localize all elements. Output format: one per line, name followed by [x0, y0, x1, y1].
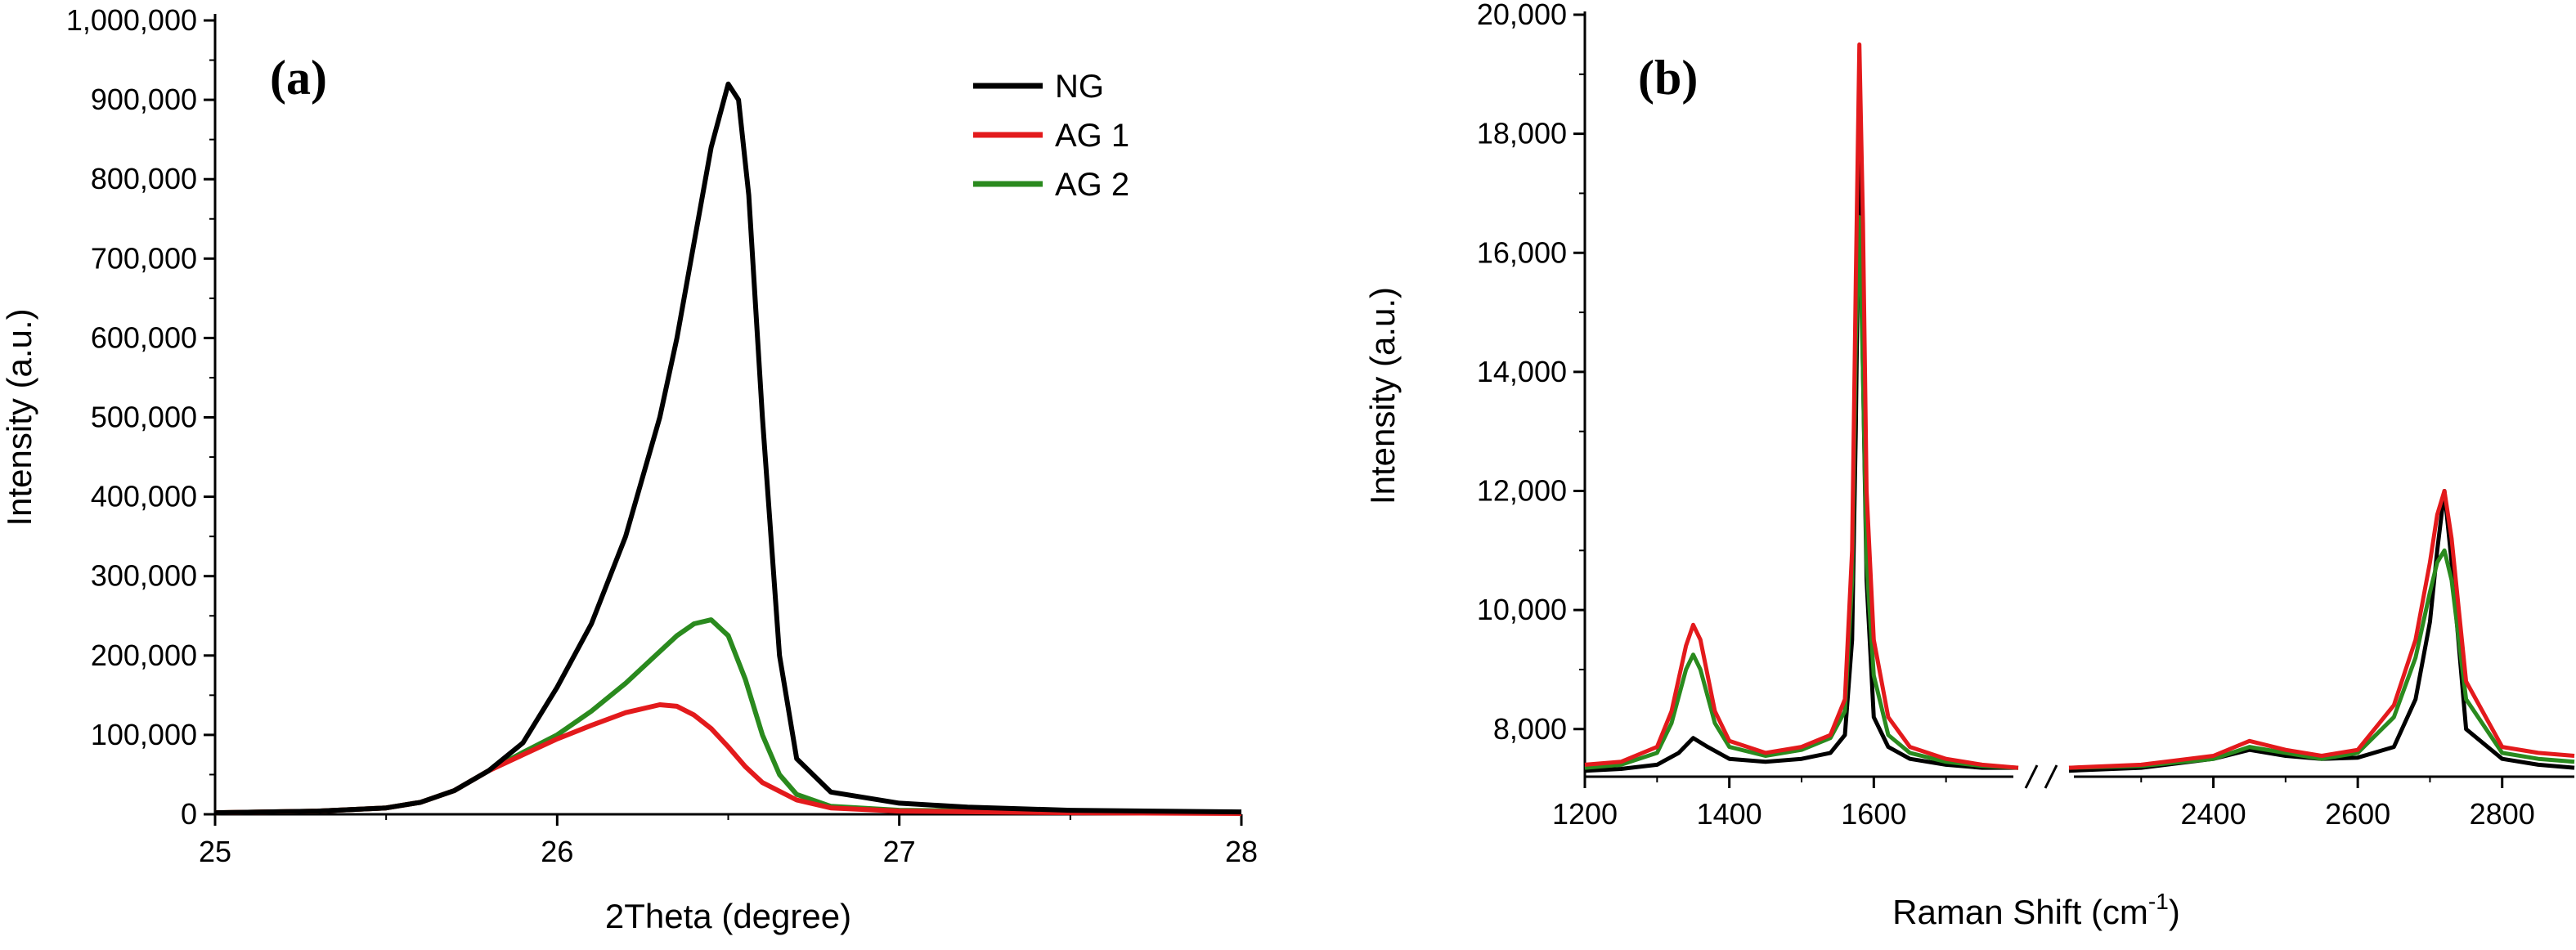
legend-entry: AG 2 — [1055, 167, 1129, 203]
x-tick-label: 2400 — [2181, 797, 2246, 831]
y-tick-label: 0 — [181, 797, 197, 831]
y-axis-label: Intensity (a.u.) — [1363, 287, 1402, 504]
y-tick-label: 10,000 — [1477, 593, 1567, 626]
axis-break-mark — [2024, 764, 2039, 789]
x-tick-label: 27 — [883, 835, 916, 868]
panel-label: (a) — [270, 51, 327, 105]
y-tick-label: 14,000 — [1477, 355, 1567, 388]
series-line-ag-1 — [1584, 42, 2019, 770]
y-tick-label: 800,000 — [91, 162, 197, 195]
y-tick-label: 1,000,000 — [66, 3, 197, 37]
y-tick-label: 12,000 — [1477, 474, 1567, 508]
y-tick-label: 18,000 — [1477, 117, 1567, 150]
legend-entry: AG 1 — [1055, 118, 1129, 154]
x-tick-label: 1200 — [1552, 797, 1618, 831]
x-axis-label: Raman Shift (cm-1) — [1892, 889, 2180, 931]
y-tick-label: 8,000 — [1493, 712, 1567, 746]
x-axis-label-end: ) — [2169, 893, 2180, 931]
series-line-ag-1 — [214, 702, 1242, 816]
x-tick-label: 1600 — [1841, 797, 1906, 831]
x-tick-label: 25 — [199, 835, 231, 868]
series-line-ag-2 — [2068, 548, 2575, 770]
panel-b-chart: 8,000 10,000 12,000 14,000 16,000 18,000 20,00… — [1363, 0, 2575, 931]
y-tick-label: 900,000 — [91, 83, 197, 116]
y-tick-label: 200,000 — [91, 639, 197, 672]
x-axis-label-main: Raman Shift (cm — [1892, 893, 2148, 931]
series-line-ng — [214, 81, 1242, 816]
series-line-ag-2 — [214, 617, 1242, 816]
series-line-ag-2 — [1584, 215, 2019, 770]
y-axis-label: Intensity (a.u.) — [0, 308, 38, 526]
x-axis-label-superscript: -1 — [2148, 889, 2169, 914]
y-tick-label: 20,000 — [1477, 0, 1567, 31]
y-tick-label: 16,000 — [1477, 235, 1567, 269]
x-axis-label: 2Theta (degree) — [605, 897, 851, 935]
x-tick-label: 2600 — [2325, 797, 2390, 831]
y-tick-label: 700,000 — [91, 241, 197, 275]
y-tick-label: 600,000 — [91, 320, 197, 354]
x-tick-label: 28 — [1225, 835, 1258, 868]
y-tick-label: 100,000 — [91, 718, 197, 751]
x-tick-label: 1400 — [1697, 797, 1762, 831]
panel-label: (b) — [1638, 51, 1698, 105]
y-tick-label: 500,000 — [91, 401, 197, 434]
series-line-ag-1 — [2068, 489, 2575, 770]
series-line-ng — [2068, 489, 2575, 773]
y-tick-label: 400,000 — [91, 480, 197, 513]
x-tick-label: 2800 — [2470, 797, 2535, 831]
legend-entry: NG — [1055, 69, 1104, 105]
x-tick-label: 26 — [541, 835, 573, 868]
series-line-ng — [1584, 143, 2018, 773]
y-tick-label: 300,000 — [91, 559, 197, 593]
panel-a-chart: 0 100,000 200,000 300,000 400,000 500,000 600,… — [0, 3, 1258, 935]
axis-break-mark — [2044, 764, 2058, 789]
